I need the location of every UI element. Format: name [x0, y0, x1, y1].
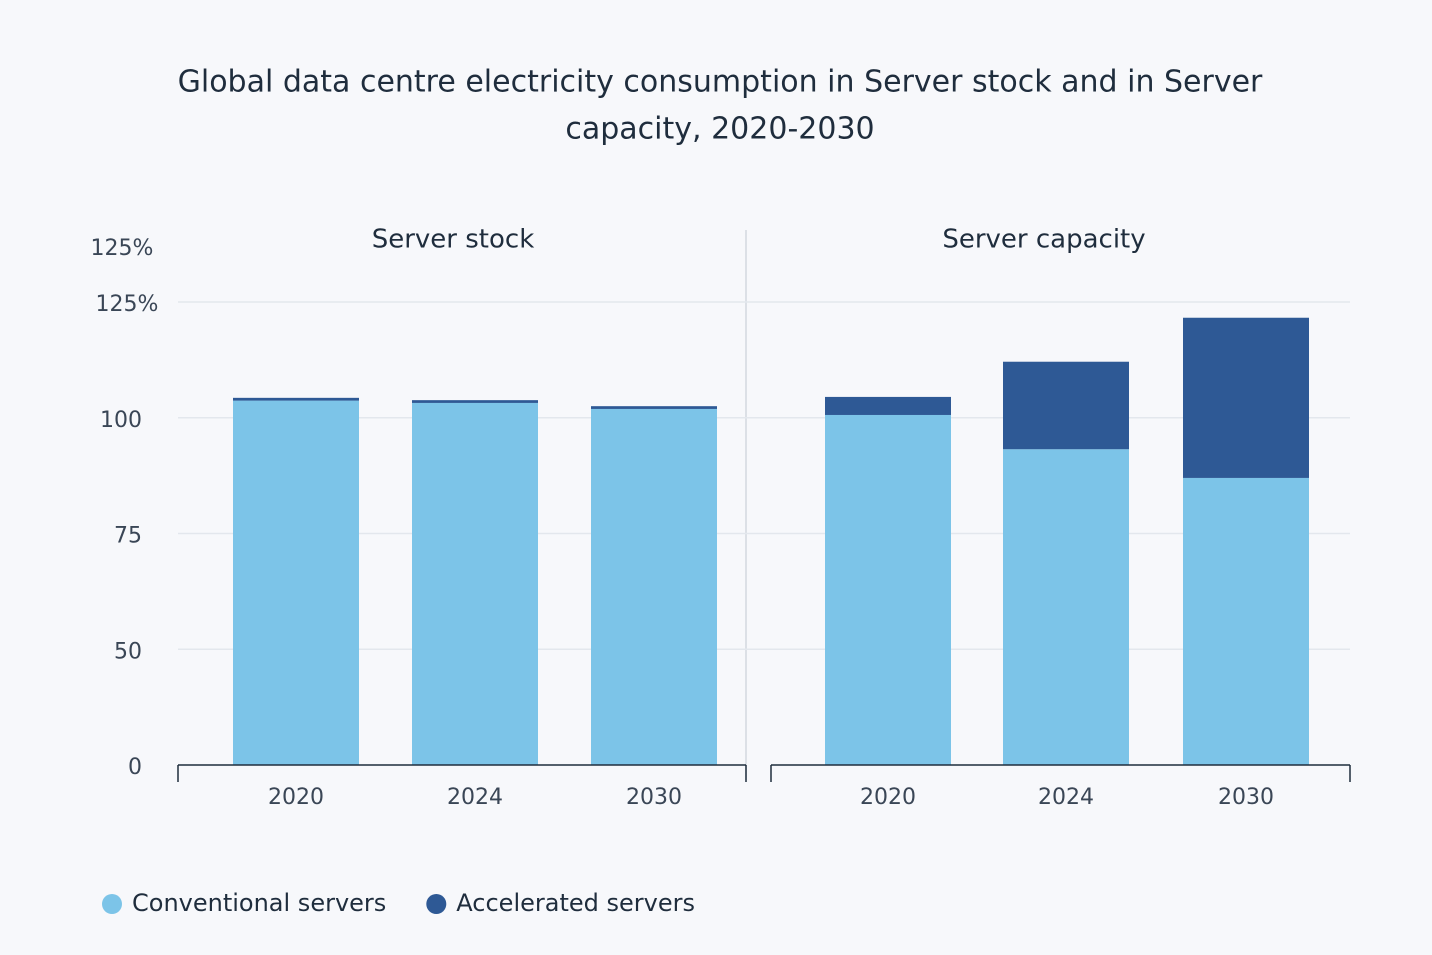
bar-segment	[1183, 477, 1309, 765]
bar-segment	[1003, 449, 1129, 765]
bar-segment	[825, 396, 951, 415]
y-tick-label: 50	[114, 639, 142, 664]
panel-subtitle: Server capacity	[942, 225, 1145, 255]
chart-title: Global data centre electricity consumpti…	[178, 65, 1263, 100]
bar-segment	[412, 402, 538, 765]
x-tick-label: 2030	[626, 785, 682, 810]
legend-label: Accelerated servers	[456, 889, 695, 917]
legend-marker	[102, 894, 122, 914]
chart-title: capacity, 2020-2030	[565, 112, 874, 147]
x-tick-label: 2020	[860, 785, 916, 810]
x-tick-label: 2024	[1038, 785, 1094, 810]
legend-label: Conventional servers	[132, 889, 386, 917]
bar-segment	[591, 406, 717, 409]
bar-segment	[412, 400, 538, 403]
bar-segment	[825, 414, 951, 765]
x-tick-label: 2030	[1218, 785, 1274, 810]
bar-segment	[1183, 317, 1309, 478]
y-tick-label: 125%	[96, 292, 159, 317]
bar-segment	[233, 400, 359, 765]
legend-marker	[426, 894, 447, 914]
x-tick-label: 2020	[268, 785, 324, 810]
y-tick-label: 75	[114, 524, 142, 549]
panel-subtitle: Server stock	[372, 225, 535, 255]
axis-top-label: 125%	[91, 236, 154, 261]
bar-segment	[1003, 361, 1129, 450]
y-tick-label: 0	[128, 755, 142, 780]
y-tick-label: 100	[100, 408, 142, 433]
bar-segment	[233, 397, 359, 401]
bar-segment	[591, 408, 717, 765]
x-tick-label: 2024	[447, 785, 503, 810]
